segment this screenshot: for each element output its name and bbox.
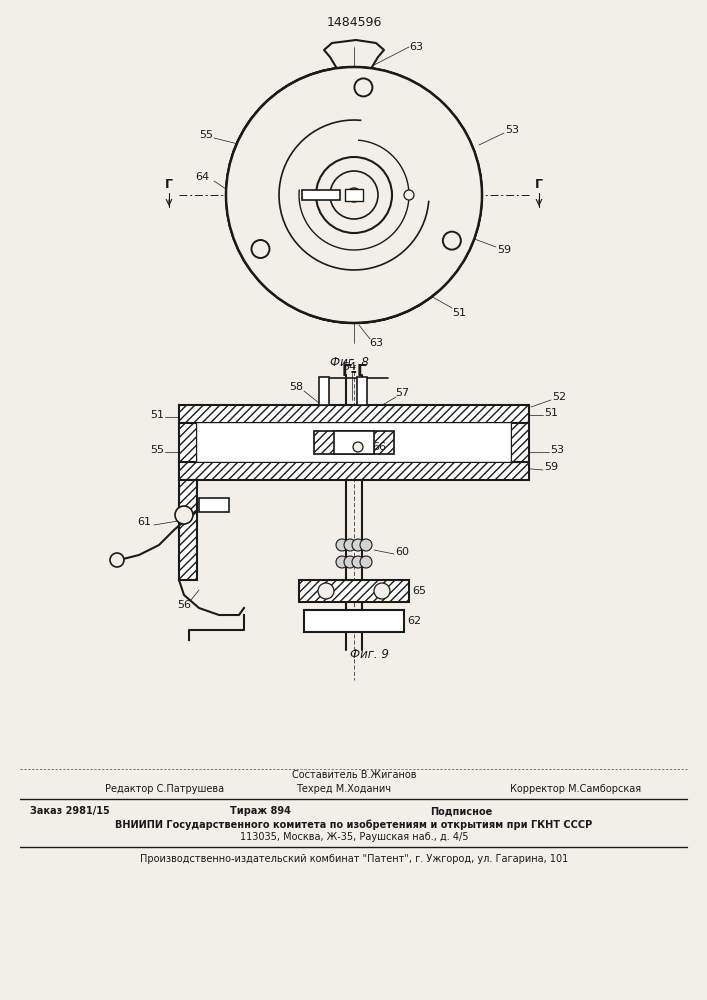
Circle shape — [352, 556, 364, 568]
Circle shape — [226, 67, 482, 323]
Bar — [511, 423, 529, 462]
Bar — [314, 431, 394, 454]
Circle shape — [110, 553, 124, 567]
Circle shape — [226, 67, 482, 323]
Text: ВНИИПИ Государственного комитета по изобретениям и открытиям при ГКНТ СССР: ВНИИПИ Государственного комитета по изоб… — [115, 820, 592, 830]
Circle shape — [318, 583, 334, 599]
Bar — [179, 462, 529, 480]
Text: Фиг. 8: Фиг. 8 — [329, 357, 368, 369]
Text: Редактор С.Патрушева: Редактор С.Патрушева — [105, 784, 224, 794]
Circle shape — [336, 539, 348, 551]
Text: Производственно-издательский комбинат "Патент", г. Ужгород, ул. Гагарина, 101: Производственно-издательский комбинат "П… — [140, 854, 568, 864]
Text: 63: 63 — [369, 338, 383, 348]
Bar — [345, 189, 363, 201]
Circle shape — [344, 539, 356, 551]
Text: 64: 64 — [195, 172, 209, 182]
Text: 54: 54 — [342, 362, 356, 372]
Text: 52: 52 — [552, 392, 566, 402]
Circle shape — [175, 506, 193, 524]
Circle shape — [354, 78, 373, 96]
Bar — [179, 405, 529, 423]
Circle shape — [352, 539, 364, 551]
Bar — [334, 431, 374, 454]
Circle shape — [226, 67, 482, 323]
Text: 61: 61 — [137, 517, 151, 527]
Text: 66: 66 — [372, 442, 386, 452]
Circle shape — [336, 556, 348, 568]
Text: 1484596: 1484596 — [327, 15, 382, 28]
Text: 53: 53 — [550, 445, 564, 455]
Text: Корректор М.Самборская: Корректор М.Самборская — [510, 784, 641, 794]
Bar — [302, 190, 340, 200]
Text: Г: Г — [535, 178, 543, 192]
Text: 59: 59 — [497, 245, 511, 255]
Text: Фиг. 9: Фиг. 9 — [349, 648, 388, 660]
Text: 113035, Москва, Ж-35, Раушская наб., д. 4/5: 113035, Москва, Ж-35, Раушская наб., д. … — [240, 832, 468, 842]
Circle shape — [360, 539, 372, 551]
Bar — [199, 498, 229, 512]
Bar — [299, 580, 409, 602]
Text: 60: 60 — [395, 547, 409, 557]
Text: 56: 56 — [177, 600, 191, 610]
Bar — [319, 377, 329, 405]
Bar — [357, 377, 367, 405]
Bar — [299, 580, 409, 602]
Text: 58: 58 — [289, 382, 303, 392]
Text: Тираж 894: Тираж 894 — [230, 806, 291, 816]
Bar — [314, 431, 394, 454]
Text: Подписное: Подписное — [430, 806, 492, 816]
Text: 55: 55 — [199, 130, 213, 140]
Text: Г-Г: Г-Г — [341, 364, 367, 379]
Bar — [179, 480, 197, 580]
Text: 57: 57 — [395, 388, 409, 398]
Circle shape — [316, 157, 392, 233]
Text: 63: 63 — [409, 42, 423, 52]
Text: Техред М.Ходанич: Техред М.Ходанич — [296, 784, 391, 794]
Bar — [179, 423, 197, 462]
Text: Составитель В.Жиганов: Составитель В.Жиганов — [292, 770, 416, 780]
Circle shape — [344, 556, 356, 568]
Bar — [179, 423, 197, 462]
Text: Г: Г — [165, 178, 173, 192]
Text: 51: 51 — [150, 410, 164, 420]
Text: 55: 55 — [150, 445, 164, 455]
Circle shape — [360, 556, 372, 568]
Text: 53: 53 — [505, 125, 519, 135]
Text: 51: 51 — [544, 408, 558, 418]
Bar — [304, 610, 404, 632]
Circle shape — [347, 188, 361, 202]
Text: 51: 51 — [452, 308, 466, 318]
Circle shape — [404, 190, 414, 200]
Bar — [511, 423, 529, 462]
Bar — [179, 405, 529, 423]
Circle shape — [374, 583, 390, 599]
Text: 62: 62 — [407, 616, 421, 626]
Text: 65: 65 — [412, 586, 426, 596]
Circle shape — [252, 240, 269, 258]
Circle shape — [443, 232, 461, 250]
Text: 59: 59 — [544, 462, 558, 472]
Bar — [179, 462, 529, 480]
Circle shape — [330, 171, 378, 219]
Bar — [197, 423, 511, 462]
Bar — [179, 480, 197, 580]
Circle shape — [353, 442, 363, 452]
Text: Заказ 2981/15: Заказ 2981/15 — [30, 806, 110, 816]
